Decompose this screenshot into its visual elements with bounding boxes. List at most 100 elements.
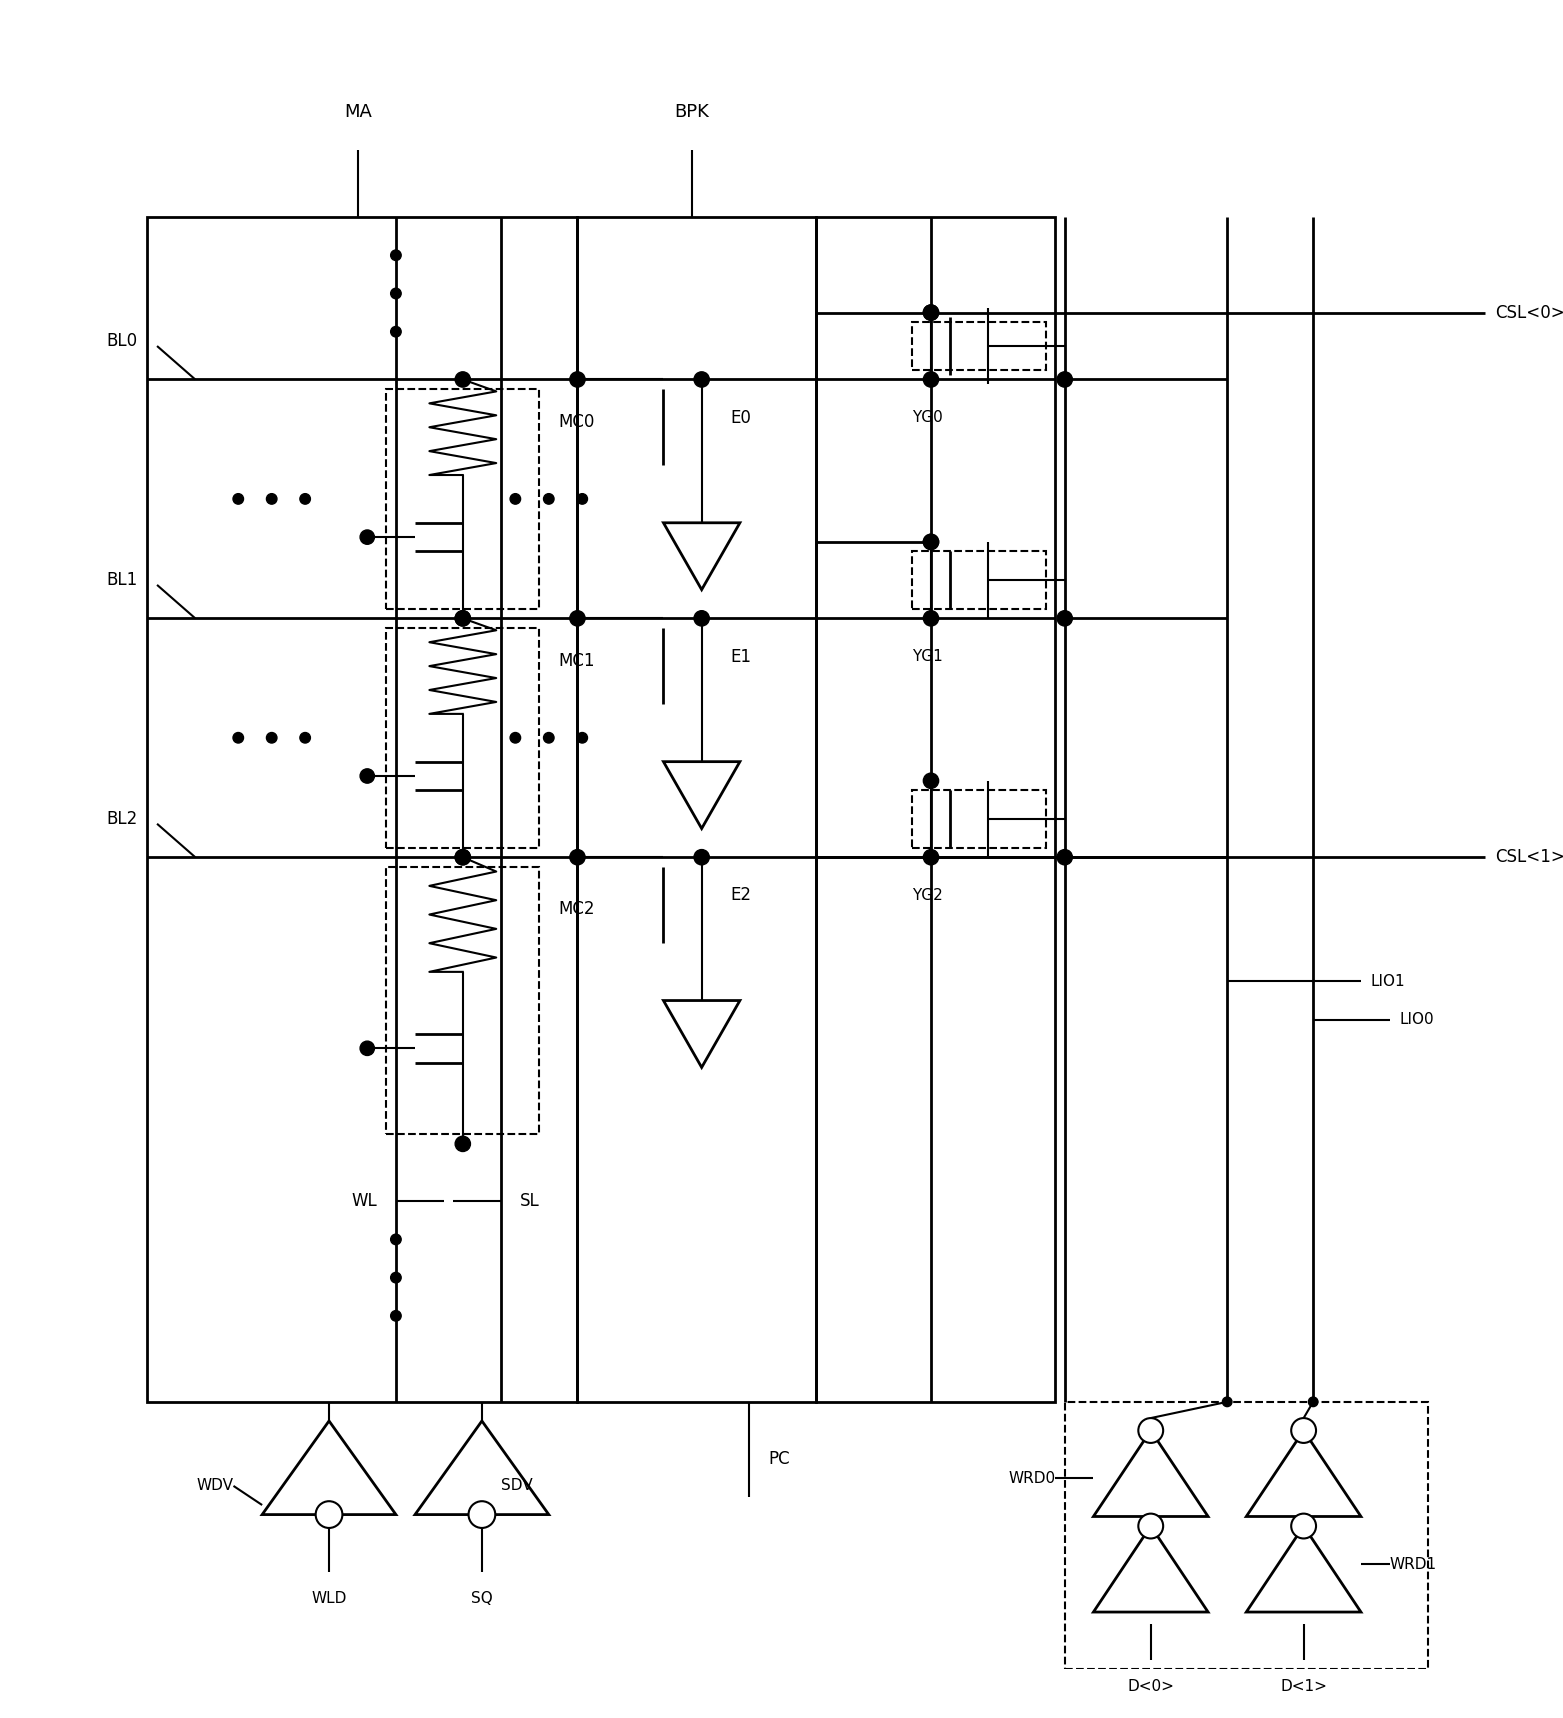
- Text: E0: E0: [730, 409, 752, 426]
- Circle shape: [694, 371, 710, 387]
- Circle shape: [544, 732, 553, 742]
- Text: CSL<1>: CSL<1>: [1494, 849, 1563, 866]
- Circle shape: [391, 289, 402, 299]
- Text: WLD: WLD: [311, 1591, 347, 1606]
- Text: BPK: BPK: [675, 103, 710, 122]
- Circle shape: [1057, 850, 1072, 864]
- Circle shape: [1291, 1417, 1316, 1443]
- Circle shape: [924, 773, 939, 789]
- Circle shape: [455, 610, 470, 625]
- Circle shape: [694, 610, 710, 625]
- Polygon shape: [1246, 1431, 1361, 1517]
- Circle shape: [1308, 1397, 1318, 1407]
- Bar: [911, 323, 1046, 369]
- Text: WRD0: WRD0: [1008, 1471, 1055, 1486]
- Circle shape: [233, 493, 244, 503]
- Circle shape: [570, 610, 585, 625]
- Text: BL2: BL2: [106, 809, 138, 828]
- Text: BL1: BL1: [106, 570, 138, 589]
- Text: MC1: MC1: [558, 653, 596, 670]
- Circle shape: [455, 1136, 470, 1151]
- Circle shape: [924, 304, 939, 320]
- Circle shape: [266, 493, 277, 503]
- Circle shape: [469, 1502, 495, 1527]
- Bar: [816, 216, 1055, 1402]
- Circle shape: [577, 732, 588, 742]
- Bar: [577, 216, 816, 1402]
- Text: WRD1: WRD1: [1390, 1557, 1436, 1572]
- Polygon shape: [263, 1421, 395, 1515]
- Circle shape: [1291, 1514, 1316, 1538]
- Circle shape: [924, 534, 939, 550]
- Circle shape: [924, 371, 939, 387]
- Text: SQ: SQ: [470, 1591, 492, 1606]
- Circle shape: [1057, 610, 1072, 625]
- Circle shape: [300, 493, 311, 503]
- Circle shape: [391, 1311, 402, 1321]
- Text: E2: E2: [730, 886, 752, 904]
- Circle shape: [391, 251, 402, 261]
- Bar: [386, 868, 539, 1134]
- Circle shape: [924, 304, 939, 320]
- Text: YG2: YG2: [911, 888, 942, 904]
- Circle shape: [316, 1502, 342, 1527]
- Circle shape: [1222, 1397, 1232, 1407]
- Circle shape: [300, 732, 311, 742]
- Polygon shape: [663, 761, 739, 828]
- Text: MC0: MC0: [558, 414, 594, 431]
- Circle shape: [359, 1041, 375, 1055]
- Text: E1: E1: [730, 648, 752, 665]
- Polygon shape: [663, 522, 739, 589]
- Circle shape: [455, 610, 470, 625]
- Circle shape: [266, 732, 277, 742]
- Text: YG0: YG0: [911, 411, 942, 424]
- Circle shape: [924, 610, 939, 625]
- Text: LIO0: LIO0: [1399, 1012, 1433, 1027]
- Text: BL0: BL0: [106, 332, 138, 350]
- Circle shape: [570, 850, 585, 864]
- Circle shape: [694, 850, 710, 864]
- Circle shape: [924, 850, 939, 864]
- Text: D<1>: D<1>: [1280, 1678, 1327, 1694]
- Circle shape: [924, 534, 939, 550]
- Circle shape: [233, 732, 244, 742]
- Circle shape: [1057, 371, 1072, 387]
- Text: SDV: SDV: [502, 1479, 533, 1493]
- Text: YG1: YG1: [911, 649, 942, 665]
- Text: CSL<0>: CSL<0>: [1494, 304, 1563, 321]
- Circle shape: [1138, 1417, 1163, 1443]
- Text: WL: WL: [352, 1192, 377, 1209]
- Polygon shape: [1094, 1526, 1208, 1611]
- Circle shape: [544, 493, 553, 503]
- Circle shape: [1138, 1514, 1163, 1538]
- Circle shape: [455, 850, 470, 864]
- Circle shape: [577, 493, 588, 503]
- Text: SL: SL: [520, 1192, 539, 1209]
- Polygon shape: [1094, 1431, 1208, 1517]
- Text: MA: MA: [344, 103, 372, 122]
- Bar: [911, 551, 1046, 608]
- Circle shape: [510, 732, 520, 742]
- Text: LIO1: LIO1: [1371, 974, 1405, 990]
- Circle shape: [455, 850, 470, 864]
- Bar: [386, 627, 539, 847]
- Circle shape: [359, 529, 375, 545]
- Circle shape: [391, 1234, 402, 1244]
- Circle shape: [455, 371, 470, 387]
- Bar: [1064, 1402, 1429, 1670]
- Text: D<0>: D<0>: [1127, 1678, 1174, 1694]
- Circle shape: [391, 326, 402, 337]
- Text: MC2: MC2: [558, 900, 596, 917]
- Bar: [147, 216, 577, 1402]
- Text: PC: PC: [769, 1450, 791, 1469]
- Circle shape: [391, 1273, 402, 1283]
- Circle shape: [510, 493, 520, 503]
- Bar: [386, 388, 539, 608]
- Text: WDV: WDV: [197, 1479, 233, 1493]
- Circle shape: [359, 770, 375, 783]
- Polygon shape: [416, 1421, 549, 1515]
- Polygon shape: [663, 1000, 739, 1067]
- Bar: [911, 790, 1046, 847]
- Polygon shape: [1246, 1526, 1361, 1611]
- Circle shape: [570, 371, 585, 387]
